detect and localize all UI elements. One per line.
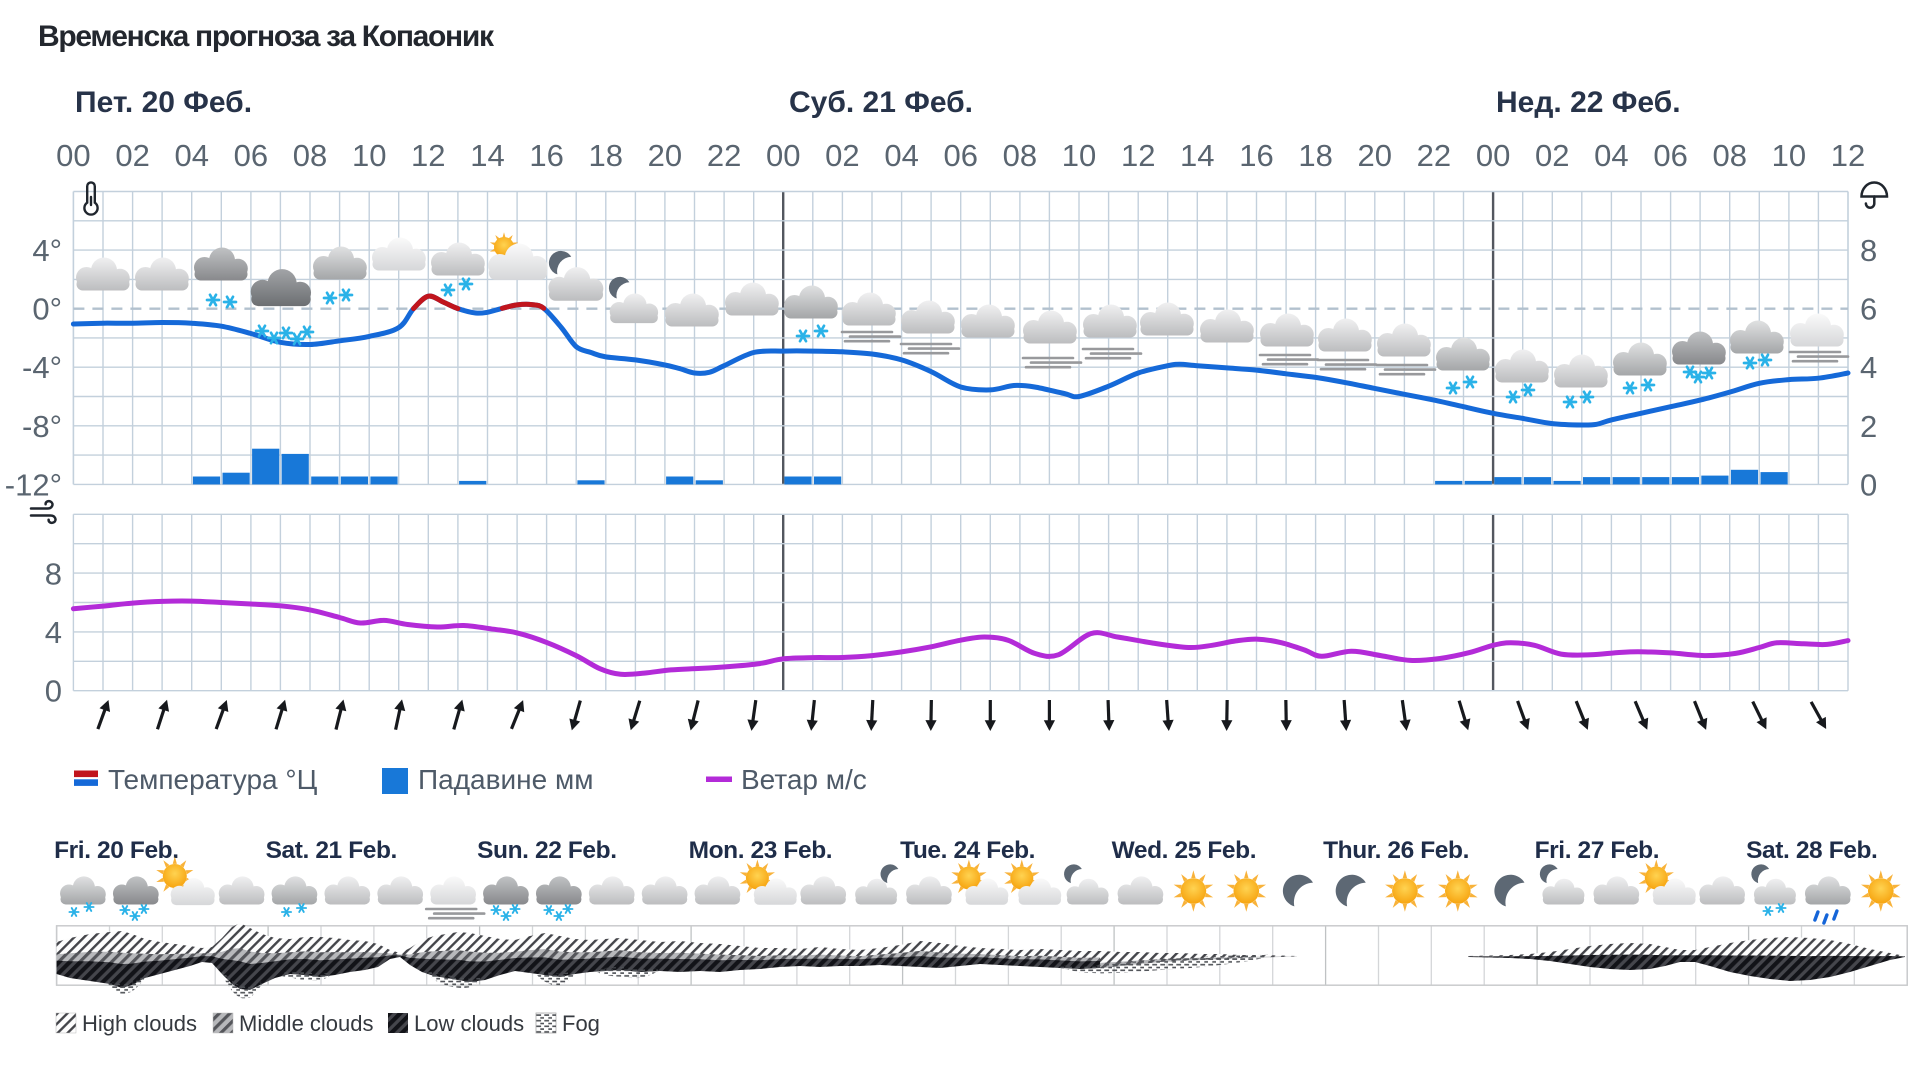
svg-text:Mon. 23 Feb.: Mon. 23 Feb. [689, 837, 833, 864]
svg-text:00: 00 [56, 138, 90, 173]
svg-text:02: 02 [115, 138, 149, 173]
svg-text:-4°: -4° [22, 350, 62, 385]
svg-text:12: 12 [411, 138, 445, 173]
svg-text:06: 06 [1653, 138, 1687, 173]
svg-text:Sat. 21 Feb.: Sat. 21 Feb. [266, 837, 397, 864]
svg-text:04: 04 [884, 138, 918, 173]
svg-text:-8°: -8° [22, 409, 62, 444]
svg-text:Температура °Ц: Температура °Ц [108, 764, 318, 795]
svg-text:4: 4 [1860, 350, 1877, 385]
svg-text:10: 10 [1062, 138, 1096, 173]
svg-text:Fog: Fog [562, 1011, 600, 1036]
svg-text:Wed. 25 Feb.: Wed. 25 Feb. [1112, 837, 1257, 864]
svg-text:2: 2 [1860, 409, 1877, 444]
svg-text:0: 0 [1860, 467, 1877, 502]
svg-text:6: 6 [1860, 292, 1877, 327]
svg-text:16: 16 [529, 138, 563, 173]
svg-text:Fri. 20 Feb.: Fri. 20 Feb. [54, 837, 179, 864]
svg-text:12: 12 [1121, 138, 1155, 173]
svg-text:18: 18 [589, 138, 623, 173]
svg-text:Падавине мм: Падавине мм [418, 764, 593, 795]
svg-text:02: 02 [1535, 138, 1569, 173]
svg-text:Thur. 26 Feb.: Thur. 26 Feb. [1323, 837, 1469, 864]
svg-text:Fri. 27 Feb.: Fri. 27 Feb. [1535, 837, 1660, 864]
svg-text:12: 12 [1831, 138, 1865, 173]
svg-text:02: 02 [825, 138, 859, 173]
svg-text:Sat. 28 Feb.: Sat. 28 Feb. [1746, 837, 1877, 864]
svg-text:0°: 0° [32, 292, 62, 327]
svg-text:10: 10 [352, 138, 386, 173]
svg-text:Low clouds: Low clouds [414, 1011, 524, 1036]
svg-text:8: 8 [45, 557, 62, 592]
svg-text:20: 20 [1358, 138, 1392, 173]
svg-text:Middle clouds: Middle clouds [239, 1011, 374, 1036]
svg-text:0: 0 [45, 674, 62, 709]
svg-text:08: 08 [1712, 138, 1746, 173]
svg-text:Ветар м/с: Ветар м/с [741, 764, 867, 795]
svg-text:Суб. 21 Феб.: Суб. 21 Феб. [789, 86, 973, 119]
svg-text:16: 16 [1239, 138, 1273, 173]
svg-text:00: 00 [1476, 138, 1510, 173]
svg-text:18: 18 [1298, 138, 1332, 173]
svg-text:04: 04 [174, 138, 208, 173]
svg-text:4: 4 [45, 615, 62, 650]
svg-text:04: 04 [1594, 138, 1628, 173]
svg-text:Пет. 20 Феб.: Пет. 20 Феб. [75, 86, 252, 119]
svg-text:14: 14 [1180, 138, 1214, 173]
svg-text:06: 06 [234, 138, 268, 173]
svg-text:8: 8 [1860, 233, 1877, 268]
svg-text:20: 20 [648, 138, 682, 173]
svg-text:22: 22 [707, 138, 741, 173]
svg-text:08: 08 [293, 138, 327, 173]
svg-text:High clouds: High clouds [82, 1011, 197, 1036]
svg-text:00: 00 [766, 138, 800, 173]
svg-text:14: 14 [470, 138, 504, 173]
svg-text:Временска прогноза за Копаоник: Временска прогноза за Копаоник [38, 20, 495, 53]
svg-text:06: 06 [943, 138, 977, 173]
svg-text:-12°: -12° [5, 467, 62, 502]
svg-text:08: 08 [1003, 138, 1037, 173]
svg-text:22: 22 [1417, 138, 1451, 173]
svg-text:Tue. 24 Feb.: Tue. 24 Feb. [900, 837, 1035, 864]
svg-text:10: 10 [1772, 138, 1806, 173]
svg-text:4°: 4° [32, 233, 62, 268]
svg-text:Sun. 22 Feb.: Sun. 22 Feb. [477, 837, 617, 864]
svg-text:Нед. 22 Феб.: Нед. 22 Феб. [1496, 86, 1681, 119]
